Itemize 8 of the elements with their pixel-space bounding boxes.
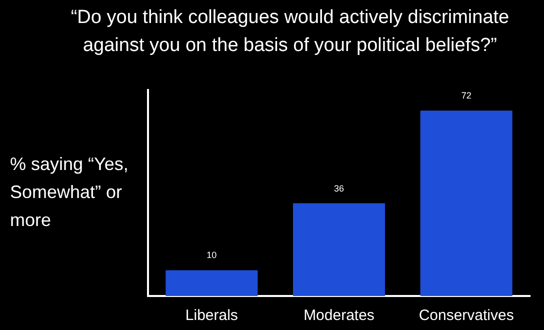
x-tick-label: Liberals	[185, 307, 238, 324]
data-label: 10	[206, 250, 217, 260]
x-tick-label: Conservatives	[418, 307, 514, 324]
data-label: 36	[334, 183, 344, 194]
chart-title: “Do you think colleagues would actively discriminate against you on the basis of your political beliefs?”	[70, 6, 510, 58]
data-label: 72	[461, 90, 472, 101]
y-axis-title: % saying “Yes, Somewhat” or more	[10, 153, 130, 232]
x-tick-label: Moderates	[304, 307, 374, 324]
